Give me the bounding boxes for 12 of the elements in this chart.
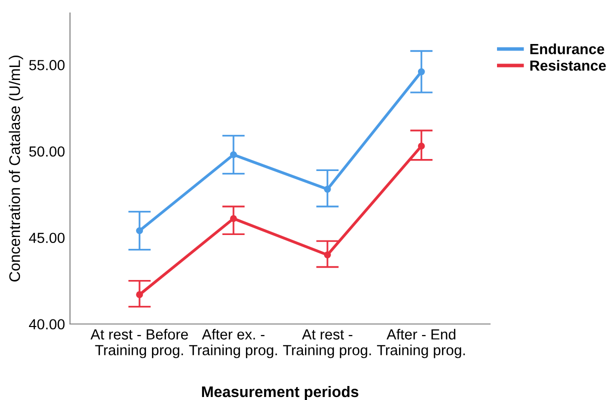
legend-label: Endurance bbox=[530, 44, 604, 54]
x-tick-label: After ex. - Training prog. bbox=[189, 328, 277, 358]
x-tick-label: At rest - Training prog. bbox=[283, 329, 371, 358]
y-tick-label: 40.00 bbox=[28, 319, 65, 330]
y-tick-label: 55.00 bbox=[29, 60, 65, 70]
y-axis-title: Concentration of Catalase (U/mL) bbox=[8, 56, 24, 282]
x-axis-title: Measurement periods bbox=[202, 386, 358, 400]
y-tick-label: 50.00 bbox=[29, 146, 65, 157]
y-tick-label: 45.00 bbox=[28, 232, 65, 244]
x-tick-label: At rest - Before Training prog. bbox=[90, 328, 188, 358]
x-tick-label: After - End Training prog. bbox=[377, 328, 465, 358]
legend-label: Resistance bbox=[530, 60, 606, 71]
